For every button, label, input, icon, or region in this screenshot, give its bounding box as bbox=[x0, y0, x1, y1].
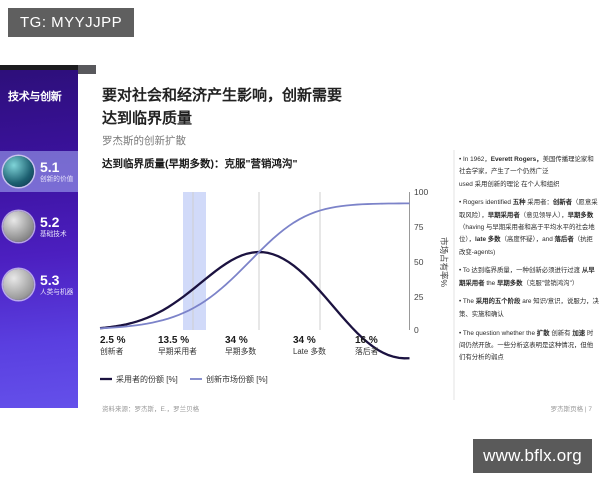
svg-text:市场占有率%: 市场占有率% bbox=[439, 237, 449, 288]
svg-text:34 %: 34 % bbox=[225, 335, 248, 346]
svg-text:创新者: 创新者 bbox=[100, 346, 124, 356]
svg-text:25: 25 bbox=[414, 292, 424, 302]
svg-text:创新市场份额 [%]: 创新市场份额 [%] bbox=[206, 374, 268, 384]
svg-text:2.5 %: 2.5 % bbox=[100, 335, 126, 346]
svg-text:50: 50 bbox=[414, 257, 424, 267]
svg-text:早期多数: 早期多数 bbox=[225, 346, 256, 356]
svg-text:0: 0 bbox=[414, 325, 419, 335]
svg-text:落后者: 落后者 bbox=[355, 346, 379, 356]
svg-text:16 %: 16 % bbox=[355, 335, 378, 346]
svg-text:34 %: 34 % bbox=[293, 335, 316, 346]
svg-text:采用者的份额 [%]: 采用者的份额 [%] bbox=[116, 374, 178, 384]
svg-text:100: 100 bbox=[414, 187, 428, 197]
svg-text:75: 75 bbox=[414, 222, 424, 232]
svg-text:Late 多数: Late 多数 bbox=[293, 346, 326, 356]
svg-text:早期采用者: 早期采用者 bbox=[158, 346, 197, 356]
svg-text:13.5 %: 13.5 % bbox=[158, 335, 189, 346]
